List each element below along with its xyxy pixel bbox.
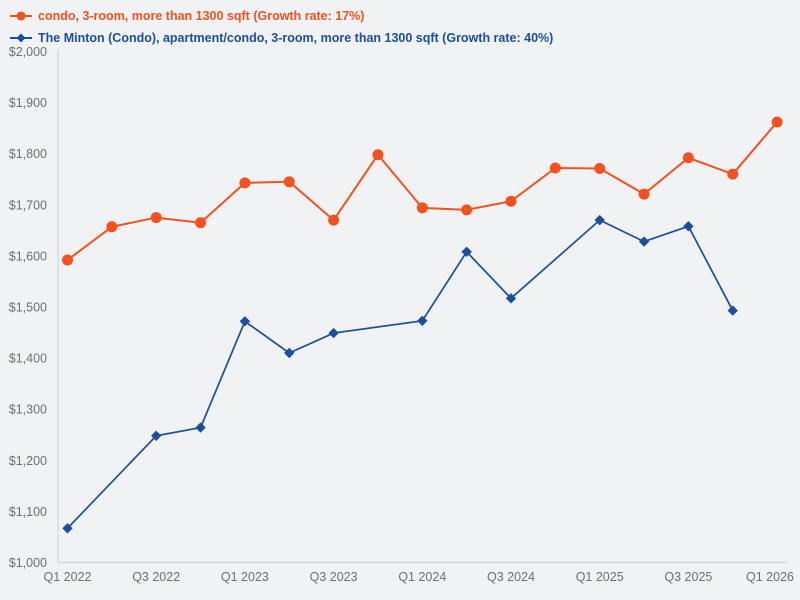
data-point-0[interactable] <box>549 162 561 174</box>
x-tick-label: Q1 2025 <box>576 570 624 584</box>
legend-line-diamond-icon <box>10 33 32 43</box>
x-tick-label: Q3 2025 <box>664 570 712 584</box>
y-tick-label: $1,800 <box>9 147 47 161</box>
data-point-1[interactable] <box>638 236 650 247</box>
data-point-1[interactable] <box>461 246 472 258</box>
data-point-0[interactable] <box>416 202 428 214</box>
y-tick-label: $2,000 <box>9 45 47 59</box>
data-point-0[interactable] <box>195 217 207 229</box>
data-point-1[interactable] <box>151 430 162 441</box>
data-point-0[interactable] <box>594 163 606 175</box>
y-tick-label: $1,200 <box>9 454 47 468</box>
data-point-0[interactable] <box>638 188 650 200</box>
series-line-1 <box>66 219 734 529</box>
data-point-0[interactable] <box>62 254 73 266</box>
data-point-0[interactable] <box>461 204 473 216</box>
legend-item-condo[interactable]: condo, 3-room, more than 1300 sqft (Grow… <box>10 7 553 25</box>
chart-legend: condo, 3-room, more than 1300 sqft (Grow… <box>10 7 553 47</box>
data-point-1[interactable] <box>195 422 206 433</box>
data-point-0[interactable] <box>328 214 340 226</box>
data-point-1[interactable] <box>62 523 73 534</box>
data-point-0[interactable] <box>283 176 295 188</box>
legend-label-minton: The Minton (Condo), apartment/condo, 3-r… <box>38 31 554 45</box>
data-point-0[interactable] <box>372 149 384 161</box>
data-point-0[interactable] <box>239 177 251 189</box>
y-tick-label: $1,700 <box>9 198 47 212</box>
legend-label-condo: condo, 3-room, more than 1300 sqft (Grow… <box>38 9 365 23</box>
data-point-0[interactable] <box>150 212 162 224</box>
data-point-0[interactable] <box>771 116 783 128</box>
legend-line-circle-icon <box>10 11 32 21</box>
data-point-0[interactable] <box>106 221 118 233</box>
y-tick-label: $1,300 <box>9 403 47 417</box>
data-point-0[interactable] <box>505 195 517 207</box>
y-tick-label: $1,500 <box>9 301 47 315</box>
y-tick-label: $1,900 <box>9 96 47 110</box>
data-point-1[interactable] <box>594 214 605 226</box>
data-point-0[interactable] <box>682 152 694 164</box>
data-point-1[interactable] <box>683 221 694 232</box>
legend-item-minton[interactable]: The Minton (Condo), apartment/condo, 3-r… <box>10 29 553 47</box>
x-tick-label: Q3 2022 <box>132 570 180 584</box>
x-tick-label: Q1 2026 <box>746 570 794 584</box>
y-tick-label: $1,600 <box>9 249 47 263</box>
x-tick-label: Q1 2024 <box>398 570 446 584</box>
y-tick-label: $1,000 <box>9 556 47 570</box>
data-point-1[interactable] <box>284 347 295 359</box>
y-tick-label: $1,400 <box>9 352 47 366</box>
x-tick-label: Q3 2024 <box>487 570 535 584</box>
x-tick-label: Q1 2022 <box>44 570 92 584</box>
series-line-0 <box>66 121 778 261</box>
y-tick-label: $1,100 <box>9 505 47 519</box>
x-tick-label: Q3 2023 <box>310 570 358 584</box>
x-tick-label: Q1 2023 <box>221 570 269 584</box>
data-point-1[interactable] <box>239 316 251 327</box>
data-point-1[interactable] <box>505 293 517 304</box>
data-point-1[interactable] <box>417 315 428 326</box>
data-point-0[interactable] <box>727 168 739 180</box>
data-point-1[interactable] <box>328 327 339 339</box>
data-point-1[interactable] <box>727 305 738 316</box>
